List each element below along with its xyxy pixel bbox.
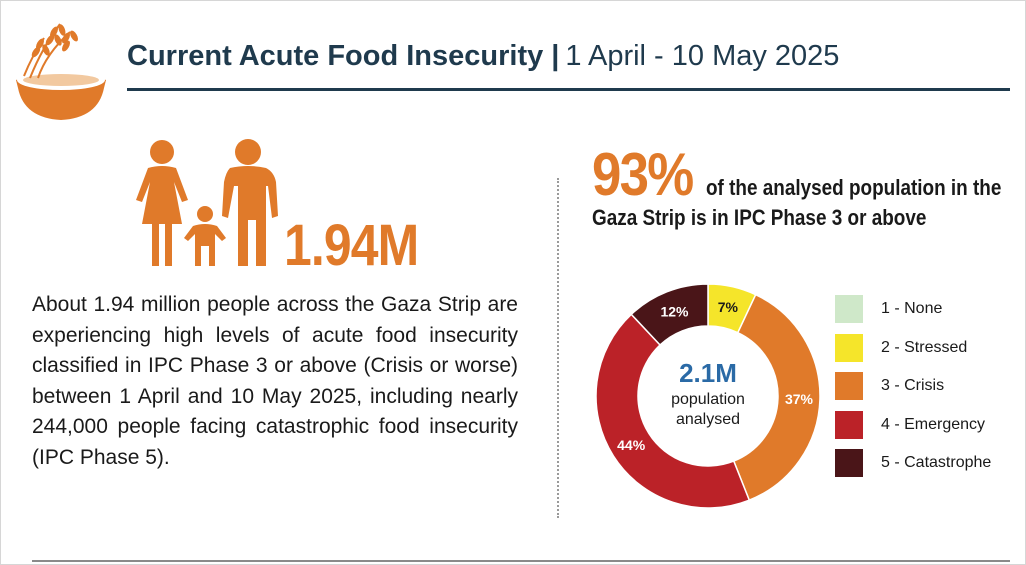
donut-label-emergency: 44% (617, 437, 646, 453)
legend-swatch (835, 295, 863, 324)
page-title: Current Acute Food Insecurity | 1 April - … (127, 40, 839, 73)
headline: 93% of the analysed population in the (592, 140, 1026, 209)
donut-slices (595, 283, 821, 509)
legend-swatch (835, 449, 863, 478)
legend-label: 5 - Catastrophe (881, 454, 992, 472)
donut-label-crisis: 37% (785, 391, 814, 407)
bottom-divider (32, 560, 1010, 562)
date-range: 1 April - 10 May 2025 (565, 40, 840, 72)
affected-population-number: 1.94M (284, 213, 419, 278)
title-separator: | (551, 40, 560, 72)
header-divider (127, 88, 1010, 91)
headline-text-line-2: Gaza Strip is in IPC Phase 3 or above (592, 205, 927, 230)
donut-slice-emergency (595, 313, 751, 509)
legend-swatch (835, 333, 863, 362)
donut-label-stressed: 7% (718, 299, 739, 315)
legend-item: 3 - Crisis (835, 367, 991, 406)
legend-swatch (835, 372, 863, 401)
legend-item: 4 - Emergency (835, 406, 991, 445)
family-icon (136, 139, 278, 266)
center-label-line-1: population (671, 391, 745, 408)
legend-item: 2 - Stressed (835, 329, 991, 368)
title-text: Current Acute Food Insecurity (127, 40, 544, 72)
vertical-divider (557, 178, 559, 518)
legend-label: 3 - Crisis (881, 377, 945, 395)
chart-legend: 1 - None 2 - Stressed 3 - Crisis 4 - Emerge… (835, 290, 991, 483)
donut-slice-catastrophe (630, 283, 709, 347)
headline-percentage: 93% (592, 141, 694, 208)
legend-item: 1 - None (835, 290, 991, 329)
legend-label: 2 - Stressed (881, 338, 968, 356)
center-label-line-2: analysed (676, 411, 740, 428)
legend-item: 5 - Catastrophe (835, 444, 991, 483)
donut-label-catastrophe: 12% (660, 303, 689, 319)
description-paragraph: About 1.94 million people across the Gaz… (32, 293, 518, 469)
legend-swatch (835, 410, 863, 439)
ipc-phase-donut-chart: 7% 37% 44% 12% 2.1M population analysed (595, 283, 821, 509)
donut-slice-crisis (732, 293, 821, 502)
legend-label: 1 - None (881, 300, 943, 318)
center-value: 2.1M (679, 358, 737, 388)
headline-text-line-1: of the analysed population in the (706, 175, 1002, 200)
donut-labels: 7% 37% 44% 12% (617, 299, 813, 453)
wheat-bowl-icon (16, 23, 106, 120)
legend-label: 4 - Emergency (881, 415, 986, 433)
